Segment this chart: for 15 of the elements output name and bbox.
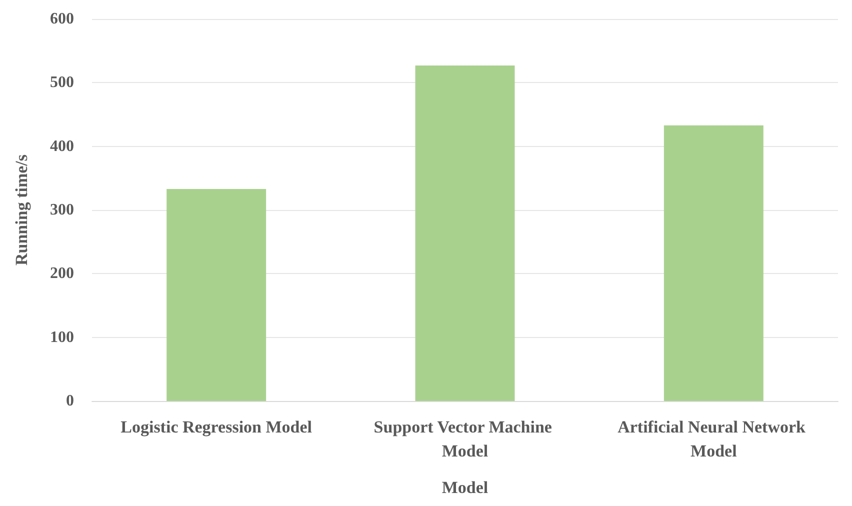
y-tick-label: 200 [50, 265, 74, 282]
y-tick-label: 500 [50, 74, 74, 92]
y-tick-label: 0 [66, 392, 74, 410]
x-axis-title: Model [442, 478, 488, 497]
y-tick-label: 400 [50, 138, 74, 155]
y-tick-label: 100 [50, 328, 74, 346]
x-tick-label: Logistic Regression Model [120, 418, 312, 436]
y-tick-label: 300 [50, 202, 74, 218]
bar [664, 125, 764, 401]
bar [415, 65, 515, 401]
x-tick-label: Artificial Neural Network Model [618, 418, 810, 460]
bar [166, 188, 266, 401]
y-axis-title: Running time/s [12, 154, 31, 266]
y-tick-label: 600 [50, 10, 74, 28]
x-tick-label: Support Vector Machine Model [374, 418, 556, 460]
